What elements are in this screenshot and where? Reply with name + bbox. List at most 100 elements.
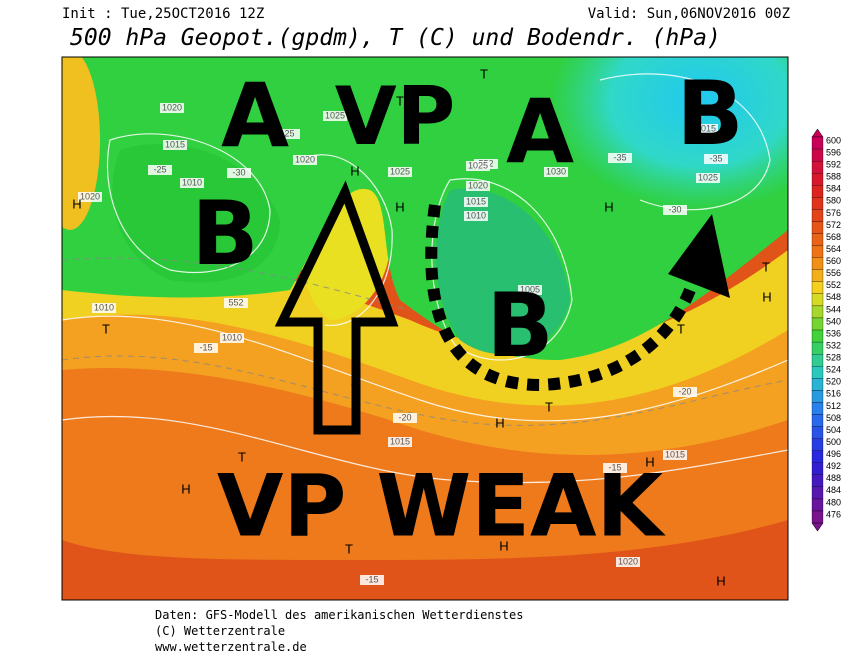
- map-title: 500 hPa Geopot.(gpdm), T (C) und Bodendr…: [70, 25, 721, 51]
- pressure-marker: H: [716, 573, 725, 588]
- pressure-marker: T: [480, 66, 488, 81]
- label-box: [180, 178, 204, 188]
- contour-label: -30: [232, 167, 245, 177]
- colorbar-band: [811, 402, 824, 415]
- label-box: [663, 450, 687, 460]
- label-box: [694, 124, 718, 134]
- contour-label: 1020: [618, 556, 638, 566]
- pressure-marker: T: [545, 399, 553, 414]
- colorbar-label: 532: [826, 340, 841, 350]
- colorbar-band: [811, 221, 824, 234]
- contour-label: 1020: [80, 191, 100, 201]
- colorbar-band: [811, 438, 824, 451]
- colorbar-band: [811, 148, 824, 162]
- pressure-marker: H: [72, 196, 81, 211]
- colorbar-label: 584: [826, 184, 841, 194]
- colorbar-band: [811, 498, 824, 512]
- map-frame: [61, 56, 789, 601]
- pressure-marker: H: [181, 481, 190, 496]
- label-box: [393, 413, 417, 423]
- label-box: [227, 168, 251, 178]
- colorbar-band: [811, 293, 824, 307]
- label-box: [388, 437, 412, 447]
- contour-label: -20: [678, 386, 691, 396]
- colorbar-band: [811, 269, 824, 282]
- map-labels: 1020 1025 1015 1010 1020 552 1025 1025 1020 1015 1…: [72, 66, 771, 588]
- annotation-text: A: [221, 64, 289, 167]
- colorbar-label: 504: [826, 425, 841, 435]
- colorbar-band: [811, 378, 824, 391]
- label-box: [603, 463, 627, 473]
- colorbar-label: 588: [826, 172, 841, 182]
- init-text: Init : Tue,25OCT2016 12Z: [62, 6, 264, 22]
- colorbar-band: [811, 390, 824, 403]
- pressure-marker: T: [762, 259, 770, 274]
- label-box: [464, 211, 488, 221]
- label-box: [616, 557, 640, 567]
- pressure-marker: H: [645, 454, 654, 469]
- pressure-marker: T: [396, 93, 404, 108]
- colorbar-label: 536: [826, 328, 841, 338]
- colorbar-label: 592: [826, 160, 841, 170]
- colorbar-band: [811, 160, 824, 174]
- label-box: [464, 197, 488, 207]
- contour-label: -15: [199, 342, 212, 352]
- contour-label: 1025: [698, 172, 718, 182]
- colorbar-label: 520: [826, 377, 841, 387]
- colorbar-label: 480: [826, 497, 841, 507]
- colorbar-label: 512: [826, 401, 841, 411]
- contour-label: -20: [398, 412, 411, 422]
- colorbar-label: 544: [826, 304, 841, 314]
- contour-label: 1025: [468, 160, 488, 170]
- label-box: [673, 387, 697, 397]
- colorbar-band: [811, 173, 824, 186]
- contour-label: 1015: [466, 196, 486, 206]
- colorbar-band: [811, 341, 824, 355]
- contour-label: 1010: [222, 332, 242, 342]
- contour-label: -30: [668, 204, 681, 214]
- colorbar-band: [811, 305, 824, 319]
- colorbar-band: [811, 414, 824, 427]
- colorbar-band: [811, 281, 824, 294]
- contour-label: 1010: [94, 302, 114, 312]
- contour-label: 1005: [520, 284, 540, 294]
- contour-label: 1015: [390, 436, 410, 446]
- pressure-marker: H: [604, 199, 613, 214]
- annotation-text: VP: [335, 70, 456, 163]
- colorbar-label: 556: [826, 268, 841, 278]
- annotation-text: A: [506, 80, 574, 183]
- colorbar-band: [811, 366, 824, 379]
- footer-line: (C) Wetterzentrale: [155, 624, 285, 638]
- annotation-text: VP WEAK: [217, 456, 667, 556]
- label-box: [148, 165, 172, 175]
- colorbar-label: 548: [826, 292, 841, 302]
- contour-label: -35: [709, 153, 722, 163]
- label-box: [293, 155, 317, 165]
- contour-label: 1015: [696, 123, 716, 133]
- annotation-text: B: [676, 62, 743, 165]
- colorbar-label: 500: [826, 437, 841, 447]
- colorbar-label: 580: [826, 196, 841, 206]
- colorbar-label: 596: [826, 147, 841, 157]
- colorbar-label: 600: [826, 135, 841, 145]
- colorbar-band: [811, 257, 824, 270]
- colorbar-band: [811, 486, 824, 500]
- colorbar-band: [811, 354, 824, 367]
- colorbar-band: [811, 317, 824, 331]
- pressure-marker: H: [395, 199, 404, 214]
- colorbar-label: 560: [826, 256, 841, 266]
- colorbar-band: [811, 197, 824, 210]
- colorbar-band: [811, 426, 824, 439]
- colorbar-label: 496: [826, 449, 841, 459]
- label-box: [224, 298, 248, 308]
- label-box: [323, 111, 347, 121]
- colorbar-band: [811, 450, 824, 463]
- label-box: [466, 161, 490, 171]
- contour-label: 1030: [546, 166, 566, 176]
- colorbar-band: [811, 474, 824, 488]
- label-box: [78, 192, 102, 202]
- colorbar-label: 572: [826, 220, 841, 230]
- annotation-text: B: [486, 274, 553, 377]
